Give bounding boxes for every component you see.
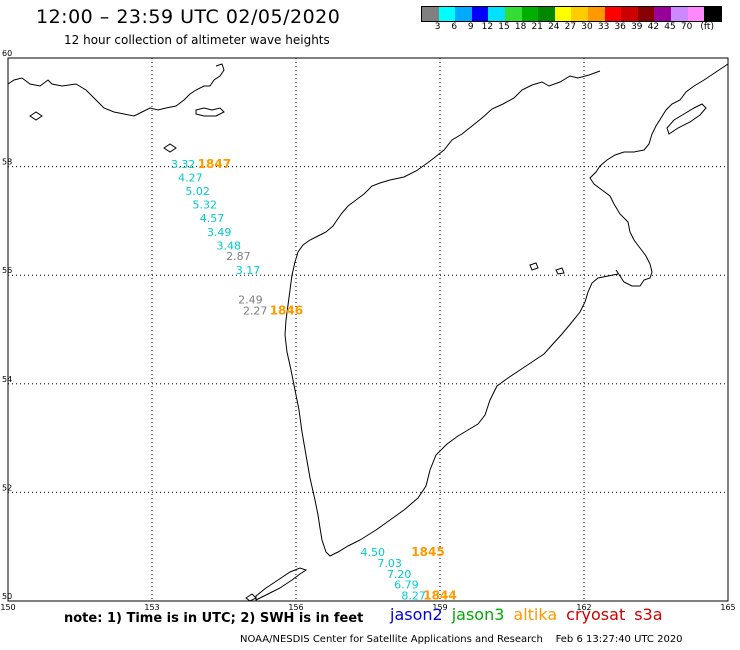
wave-height-value: 4.50 [361, 546, 386, 559]
latitude-label: 60 [2, 49, 12, 58]
mission-label: cryosat [566, 605, 626, 624]
pass-labels: 1847 1846 1845 1844 [198, 157, 457, 603]
legend-swatch [504, 7, 522, 21]
longitude-label: 165 [720, 603, 735, 612]
wave-height-value: 7.03 [377, 557, 402, 570]
wave-height-value: 7.20 [387, 568, 412, 581]
wave-height-value: 4.27 [178, 171, 203, 184]
legend-label: 70 [680, 22, 693, 32]
longitude-label: 162 [576, 603, 591, 612]
graticule [7, 57, 729, 602]
legend-label: 12 [481, 22, 494, 32]
legend-swatch [621, 7, 638, 21]
legend-swatch [422, 7, 439, 21]
small-island-1 [29, 111, 43, 121]
wave-height-value: 2.87 [226, 250, 251, 263]
legend-swatch [455, 7, 472, 21]
latitude-label: 58 [2, 158, 12, 167]
wave-height-value: 5.02 [185, 185, 210, 198]
coastline [7, 63, 729, 602]
taui-island [195, 107, 225, 117]
wave-height-value: 5.32 [193, 199, 218, 212]
pass-time-label: 1844 [423, 589, 456, 603]
kamchatka-coastline [284, 70, 619, 557]
pass-time-label: 1846 [270, 303, 303, 317]
wave-height-value: 6.79 [394, 579, 419, 592]
small-island-3 [529, 262, 539, 271]
wave-height-value: 3.49 [207, 226, 232, 239]
kuril-islet [245, 593, 257, 602]
legend-label: 27 [564, 22, 577, 32]
legend-label: 24 [548, 22, 560, 32]
legend-label: 45 [664, 22, 676, 32]
legend-swatch [637, 7, 655, 21]
latitude-label: 54 [2, 375, 12, 384]
axis-labels: 150 153 156 159 162 165 60 58 56 54 52 50 [0, 49, 735, 612]
legend-label: 42 [647, 22, 660, 32]
legend-label: 39 [631, 22, 643, 32]
credit-text: NOAA/NESDIS Center for Satellite Applica… [240, 634, 543, 645]
wave-height-value: 3.17 [236, 264, 261, 277]
northeast-coastline [589, 63, 729, 287]
longitude-label: 150 [0, 603, 15, 612]
latitude-label: 50 [2, 592, 12, 601]
mission-label: s3a [634, 605, 663, 624]
legend-label: 15 [498, 22, 510, 32]
legend-swatch [521, 7, 539, 21]
footer-note: note: 1) Time is in UTC; 2) SWH is in fe… [64, 611, 364, 626]
footer-credit: NOAA/NESDIS Center for Satellite Applica… [240, 634, 683, 645]
paramushir-island [255, 567, 308, 601]
wave-height-value: 2.27 [243, 304, 268, 317]
latitude-label: 56 [2, 266, 12, 275]
legend-labels: 3 6 9 12 15 18 21 24 27 30 33 36 39 42 45 70 (ft) [421, 22, 740, 34]
wave-height-values: 3.324.275.025.324.573.493.482.873.17 2.49… [171, 158, 426, 603]
mission-legend: jason2 jason3 altika cryosat s3a [390, 605, 672, 624]
mission-label: jason3 [451, 605, 505, 624]
timestamp: Feb 6 13:27:40 UTC 2020 [555, 634, 683, 645]
longitude-label: 159 [432, 603, 447, 612]
longitude-label: 156 [288, 603, 303, 612]
longitude-label: 153 [144, 603, 159, 612]
pass-time-label: 1845 [411, 545, 444, 559]
legend-swatch [554, 7, 572, 21]
karaginsky-island [666, 103, 707, 135]
wave-height-value: 2.49 [238, 294, 263, 307]
legend-label: 30 [581, 22, 593, 32]
map-frame [7, 57, 729, 602]
legend-swatch [488, 7, 505, 21]
legend-label: 9 [467, 22, 474, 32]
legend-label: 6 [451, 22, 458, 32]
legend-swatch [471, 7, 489, 21]
legend-unit: (ft) [700, 22, 714, 32]
wave-height-value: 4.57 [200, 212, 225, 225]
legend-swatch [654, 7, 671, 21]
legend-swatch [538, 7, 555, 21]
small-island-2 [163, 143, 177, 153]
mission-label: altika [513, 605, 558, 624]
map-title: 12:00 – 23:59 UTC 02/05/2020 [36, 6, 341, 28]
legend-swatch [587, 7, 605, 21]
legend-swatch [704, 7, 721, 21]
legend-swatch [604, 7, 622, 21]
small-island-4 [555, 267, 565, 275]
wave-height-value: 3.48 [217, 239, 242, 252]
northwest-coastline [7, 63, 225, 117]
legend-swatch [687, 7, 705, 21]
mission-label: jason2 [390, 605, 443, 624]
pass-time-label: 1847 [198, 157, 231, 171]
latitude-label: 52 [2, 483, 12, 492]
legend-swatch [670, 7, 688, 21]
legend-label: 18 [514, 22, 527, 32]
wave-height-color-legend [421, 6, 722, 22]
wave-height-value: 8.27 [401, 590, 426, 603]
wave-height-value: 3.32 [171, 158, 196, 171]
legend-swatch [438, 7, 456, 21]
map-subtitle: 12 hour collection of altimeter wave hei… [64, 33, 330, 47]
legend-swatch [571, 7, 588, 21]
legend-label: 33 [597, 22, 610, 32]
legend-label: 3 [434, 22, 441, 32]
legend-label: 21 [531, 22, 543, 32]
legend-label: 36 [614, 22, 626, 32]
